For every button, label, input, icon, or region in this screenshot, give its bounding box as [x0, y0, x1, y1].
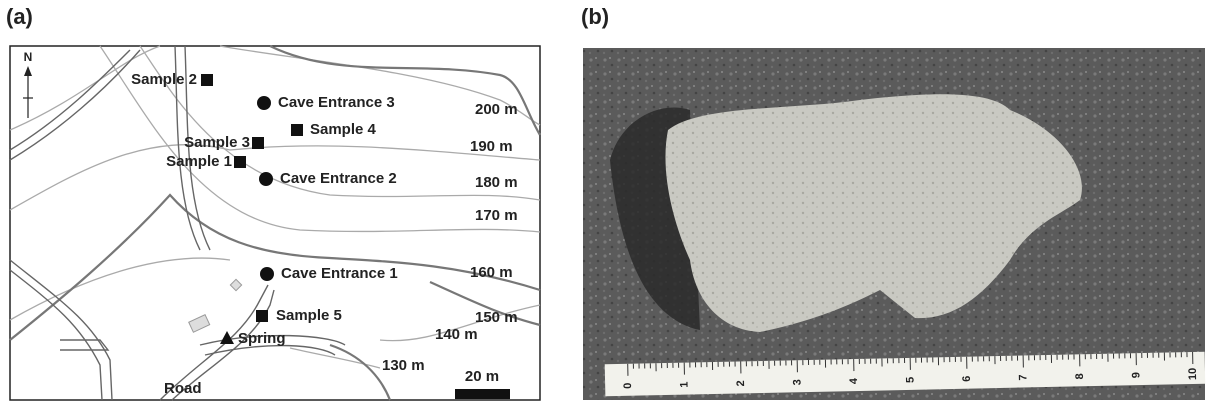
- ruler-label: 7: [1017, 374, 1029, 380]
- ruler-label: 0: [622, 383, 634, 389]
- sample-marker: [252, 137, 264, 149]
- cave-marker: [259, 172, 273, 186]
- road-label: Road: [164, 380, 202, 397]
- contour-label: 200 m: [475, 101, 518, 118]
- sample-label: Sample 5: [276, 307, 342, 324]
- sample-label: Sample 4: [310, 121, 377, 138]
- panel-label: (a): [6, 4, 33, 29]
- scale-label: 20 m: [465, 368, 499, 385]
- panel-label: (b): [581, 4, 609, 29]
- sample-marker: [234, 156, 246, 168]
- cave-label: Cave Entrance 3: [278, 94, 395, 111]
- contour-label: 190 m: [470, 138, 513, 155]
- figure: (a) (b) 012345678910: [0, 0, 1211, 407]
- sample-marker: [291, 124, 303, 136]
- cave-marker: [260, 267, 274, 281]
- ruler-label: 8: [1074, 373, 1086, 379]
- ruler-label: 2: [735, 380, 747, 386]
- sample-marker: [201, 74, 213, 86]
- contour-label: 180 m: [475, 174, 518, 191]
- spring-label: Spring: [238, 330, 286, 347]
- cave-label: Cave Entrance 2: [280, 170, 397, 187]
- contour-label: 150 m: [475, 309, 518, 326]
- sample-label: Sample 1: [166, 153, 232, 170]
- ruler-label: 10: [1187, 368, 1199, 380]
- ruler-label: 1: [678, 381, 690, 387]
- contour-label: 170 m: [475, 207, 518, 224]
- ruler-label: 5: [904, 377, 916, 383]
- north-label: N: [24, 50, 33, 64]
- contour-label: 160 m: [470, 264, 513, 281]
- contour-label: 130 m: [382, 357, 425, 374]
- ruler-label: 3: [791, 379, 803, 385]
- cave-label: Cave Entrance 1: [281, 265, 398, 282]
- cave-marker: [257, 96, 271, 110]
- sample-label: Sample 2: [131, 71, 197, 88]
- sample-marker: [256, 310, 268, 322]
- scale-bar: [455, 389, 510, 399]
- contour-label: 140 m: [435, 326, 478, 343]
- ruler-label: 9: [1130, 372, 1142, 378]
- ruler-label: 6: [961, 376, 973, 382]
- sample-label: Sample 3: [184, 134, 250, 151]
